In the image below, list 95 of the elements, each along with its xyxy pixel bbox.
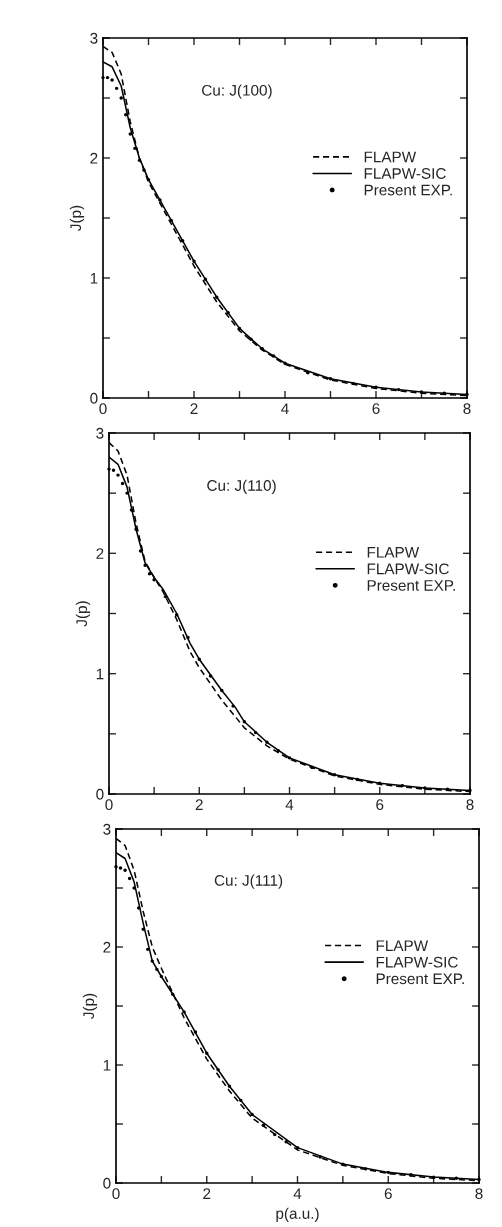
legend-label: Present EXP. <box>364 184 452 196</box>
y-tick-label: 3 <box>96 427 104 439</box>
point <box>114 865 118 869</box>
point <box>374 385 378 389</box>
x-tick-label: 4 <box>293 1188 302 1199</box>
point <box>283 361 287 365</box>
y-tick-label: 0 <box>103 1177 111 1189</box>
point <box>253 730 258 735</box>
point <box>226 311 230 315</box>
point <box>431 1175 436 1179</box>
point <box>132 886 136 890</box>
point <box>284 1140 288 1144</box>
point <box>227 1084 232 1088</box>
x-tick-label: 6 <box>376 799 384 811</box>
text: Cu: J(100) <box>202 84 272 99</box>
point <box>397 387 401 392</box>
point <box>332 773 337 777</box>
point <box>142 168 146 172</box>
x-tick-label: 0 <box>112 1188 120 1200</box>
y-tick-label: 2 <box>90 152 98 164</box>
point <box>143 563 147 568</box>
point <box>134 527 138 531</box>
point <box>220 688 224 693</box>
point <box>110 78 114 82</box>
y-axis-title: J(p) <box>69 205 85 231</box>
point <box>116 473 120 477</box>
point <box>120 481 125 486</box>
x-tick-label: 8 <box>463 403 471 415</box>
point <box>125 491 129 495</box>
x-tick-label: 4 <box>285 799 294 810</box>
point <box>295 1145 300 1150</box>
point <box>119 96 123 100</box>
text: Cu: J(111) <box>214 874 283 889</box>
point <box>114 86 119 91</box>
point <box>182 1010 186 1014</box>
point <box>163 594 168 599</box>
x-tick-label: 8 <box>475 1188 483 1200</box>
point <box>159 974 164 979</box>
x-tick-label: 6 <box>372 403 380 415</box>
x-tick-label: 8 <box>466 799 474 811</box>
y-tick-label: 1 <box>90 273 98 284</box>
legend-label: FLAPW-SIC <box>376 956 458 968</box>
legend-label: FLAPW <box>367 547 420 558</box>
y-axis-title: J(p) <box>82 993 98 1019</box>
point <box>155 967 159 972</box>
point <box>137 158 142 163</box>
x-tick-label: 2 <box>203 1188 211 1199</box>
point <box>363 1167 368 1171</box>
x-tick-label: 4 <box>281 403 289 414</box>
point <box>105 75 110 80</box>
y-tick-label: 2 <box>103 941 111 953</box>
point <box>351 381 355 386</box>
x-tick-label: 2 <box>195 799 203 810</box>
point <box>123 868 127 872</box>
point <box>107 467 111 471</box>
y-axis-title: J(p) <box>75 601 91 627</box>
legend-label: Present EXP. <box>376 973 464 985</box>
point <box>174 613 179 617</box>
point <box>423 786 427 790</box>
point <box>231 704 235 708</box>
point <box>127 876 132 881</box>
point <box>216 1068 220 1072</box>
legend-label: Present EXP. <box>367 580 455 591</box>
legend-label: FLAPW <box>376 940 429 951</box>
x-axis-title: p(a.u.) <box>276 1207 319 1222</box>
point <box>318 1155 322 1159</box>
point <box>111 468 116 472</box>
point <box>265 740 269 744</box>
y-tick-label: 2 <box>96 548 104 559</box>
point <box>400 783 405 788</box>
legend-label: FLAPW <box>364 151 417 163</box>
legend-label: FLAPW-SIC <box>367 563 449 575</box>
point <box>150 959 154 963</box>
point <box>146 177 151 182</box>
point <box>192 259 196 263</box>
legend-label: FLAPW-SIC <box>364 168 446 179</box>
point <box>261 1123 266 1127</box>
y-tick-label: 0 <box>96 788 104 800</box>
y-tick-label: 3 <box>103 823 111 835</box>
point <box>355 777 359 782</box>
point <box>341 1162 345 1166</box>
point <box>158 198 162 202</box>
x-tick-label: 2 <box>190 403 198 414</box>
y-tick-label: 3 <box>90 32 98 44</box>
point <box>133 146 137 151</box>
point <box>328 377 333 381</box>
text: Cu: J(110) <box>207 479 276 494</box>
point <box>445 787 450 791</box>
y-tick-label: 1 <box>103 1060 111 1071</box>
point <box>409 1173 413 1177</box>
point <box>237 326 242 331</box>
x-tick-label: 6 <box>384 1188 392 1200</box>
y-tick-label: 0 <box>90 392 98 404</box>
point <box>152 578 156 582</box>
y-tick-label: 1 <box>96 668 104 680</box>
